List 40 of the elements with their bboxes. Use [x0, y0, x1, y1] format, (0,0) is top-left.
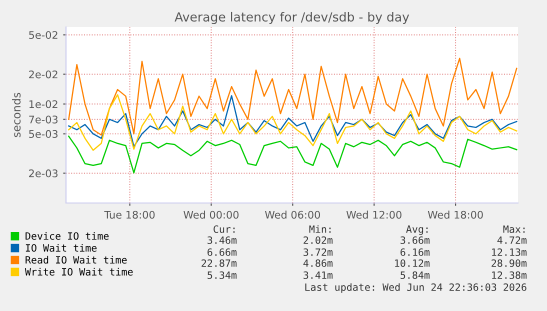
text: 12.38m: [492, 271, 527, 279]
text: 5.34m: [208, 271, 237, 279]
text: 10.12m: [395, 259, 430, 267]
line-series: [68, 136, 518, 174]
y-tick-label: 5e-02: [29, 31, 58, 39]
text: 28.90m: [492, 259, 527, 267]
text: Avg:: [406, 225, 428, 235]
x-tick-label: Wed 12:00: [346, 210, 402, 219]
x-tick-label: Tue 18:00: [104, 210, 155, 219]
x-tick-label: Wed 18:00: [428, 210, 483, 219]
text: Max:: [503, 225, 525, 233]
text: 5.84m: [400, 271, 430, 279]
y-tick-label: 2e-03: [29, 169, 58, 178]
text: Cur:: [214, 225, 235, 233]
legend-label: Device IO time: [26, 232, 109, 240]
text: 3.41m: [304, 271, 333, 279]
text: 6.16m: [400, 248, 430, 256]
y-axis-title: seconds: [12, 92, 21, 138]
y-tick-label: 5e-03: [29, 130, 58, 138]
y-tick-label: 7e-03: [29, 116, 58, 124]
text: 6.66m: [208, 248, 237, 256]
text: 4.86m: [303, 259, 333, 267]
text: 3.46m: [208, 236, 237, 244]
x-tick-label: Wed 00:00: [184, 210, 239, 219]
line-series: [68, 58, 518, 136]
chart-title: Average latency for /dev/sdb - by day: [174, 12, 410, 24]
text: 2.02m: [304, 236, 333, 244]
text: 12.13m: [492, 248, 527, 256]
x-tick-label: Wed 06:00: [265, 210, 320, 219]
legend-label: IO Wait time: [26, 244, 97, 252]
text: Last update: Wed Jun 24 22:36:03 2026: [305, 283, 526, 293]
text: Min:: [309, 225, 331, 233]
text: 4.72m: [497, 236, 527, 244]
y-tick-label: 2e-02: [29, 70, 58, 78]
legend-label: Write IO Wait time: [24, 268, 133, 276]
text: 3.72m: [304, 248, 333, 256]
text: 22.87m: [202, 259, 237, 267]
legend-label: Read IO Wait time: [26, 256, 127, 264]
y-tick-label: 1e-02: [29, 100, 58, 108]
text: 3.66m: [400, 236, 430, 244]
